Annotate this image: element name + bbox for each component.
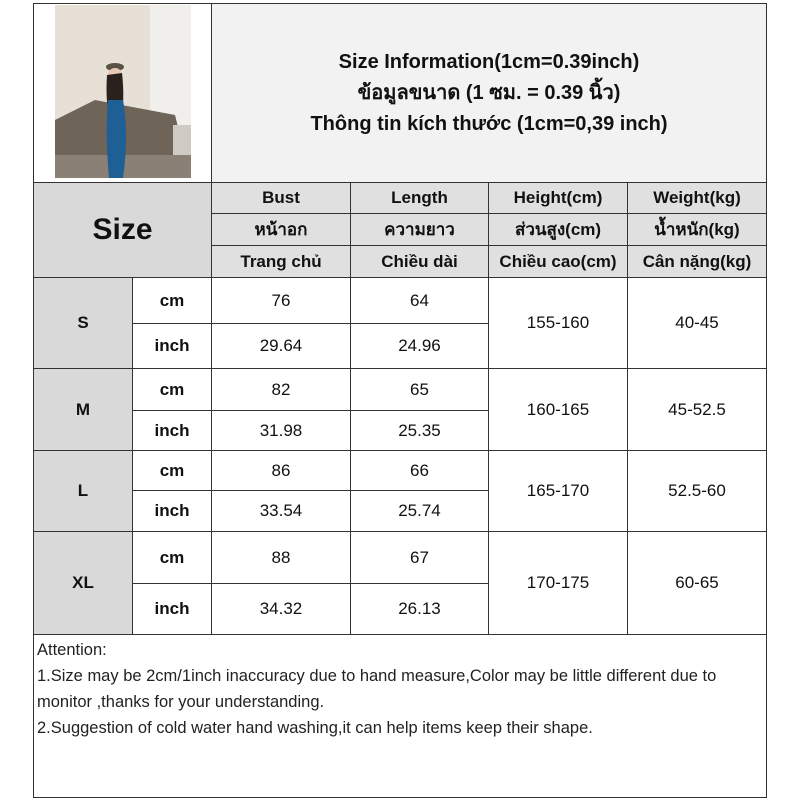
weight-range: 45-52.5 bbox=[627, 368, 767, 451]
col-length-th: ความยาว bbox=[350, 213, 489, 246]
attention-note-2: 2.Suggestion of cold water hand washing,… bbox=[37, 719, 593, 737]
length-cm: 67 bbox=[350, 531, 489, 584]
title-th: ข้อมูลขนาด (1 ซม. = 0.39 นิ้ว) bbox=[357, 81, 621, 104]
length-cm: 65 bbox=[350, 368, 489, 411]
title-vi: Thông tin kích thước (1cm=0,39 inch) bbox=[310, 112, 668, 135]
height-range: 170-175 bbox=[488, 531, 628, 635]
col-weight-vi: Cân nặng(kg) bbox=[627, 245, 767, 278]
bust-inch: 34.32 bbox=[211, 583, 351, 635]
length-inch: 26.13 bbox=[350, 583, 489, 635]
title-en: Size Information(1cm=0.39inch) bbox=[338, 50, 640, 73]
length-inch: 24.96 bbox=[350, 323, 489, 369]
size-label: M bbox=[33, 368, 133, 451]
col-length-en: Length bbox=[350, 182, 489, 214]
unit-cm: cm bbox=[132, 277, 212, 324]
unit-inch: inch bbox=[132, 323, 212, 369]
size-header: Size bbox=[33, 182, 212, 278]
bust-inch: 31.98 bbox=[211, 410, 351, 451]
size-info-title: Size Information(1cm=0.39inch) ข้อมูลขนา… bbox=[211, 3, 767, 183]
length-cm: 64 bbox=[350, 277, 489, 324]
col-height-vi: Chiều cao(cm) bbox=[488, 245, 628, 278]
length-inch: 25.74 bbox=[350, 490, 489, 532]
weight-range: 60-65 bbox=[627, 531, 767, 635]
unit-inch: inch bbox=[132, 490, 212, 532]
height-range: 160-165 bbox=[488, 368, 628, 451]
bust-inch: 29.64 bbox=[211, 323, 351, 369]
bust-cm: 88 bbox=[211, 531, 351, 584]
unit-cm: cm bbox=[132, 531, 212, 584]
unit-inch: inch bbox=[132, 583, 212, 635]
col-bust-vi: Trang chủ bbox=[211, 245, 351, 278]
bust-cm: 82 bbox=[211, 368, 351, 411]
attention-notes: Attention: 1.Size may be 2cm/1inch inacc… bbox=[33, 634, 767, 798]
bust-cm: 76 bbox=[211, 277, 351, 324]
height-range: 155-160 bbox=[488, 277, 628, 369]
height-range: 165-170 bbox=[488, 450, 628, 532]
unit-cm: cm bbox=[132, 368, 212, 411]
length-inch: 25.35 bbox=[350, 410, 489, 451]
bust-inch: 33.54 bbox=[211, 490, 351, 532]
bust-cm: 86 bbox=[211, 450, 351, 491]
col-height-en: Height(cm) bbox=[488, 182, 628, 214]
product-photo bbox=[55, 5, 191, 178]
size-label: XL bbox=[33, 531, 133, 635]
col-bust-th: หน้าอก bbox=[211, 213, 351, 246]
length-cm: 66 bbox=[350, 450, 489, 491]
size-label: L bbox=[33, 450, 133, 532]
attention-heading: Attention: bbox=[37, 641, 107, 659]
col-weight-en: Weight(kg) bbox=[627, 182, 767, 214]
weight-range: 40-45 bbox=[627, 277, 767, 369]
col-bust-en: Bust bbox=[211, 182, 351, 214]
weight-range: 52.5-60 bbox=[627, 450, 767, 532]
col-weight-th: น้ำหนัก(kg) bbox=[627, 213, 767, 246]
col-height-th: ส่วนสูง(cm) bbox=[488, 213, 628, 246]
attention-note-1: 1.Size may be 2cm/1inch inaccuracy due t… bbox=[37, 667, 717, 711]
unit-cm: cm bbox=[132, 450, 212, 491]
unit-inch: inch bbox=[132, 410, 212, 451]
size-label: S bbox=[33, 277, 133, 369]
col-length-vi: Chiều dài bbox=[350, 245, 489, 278]
